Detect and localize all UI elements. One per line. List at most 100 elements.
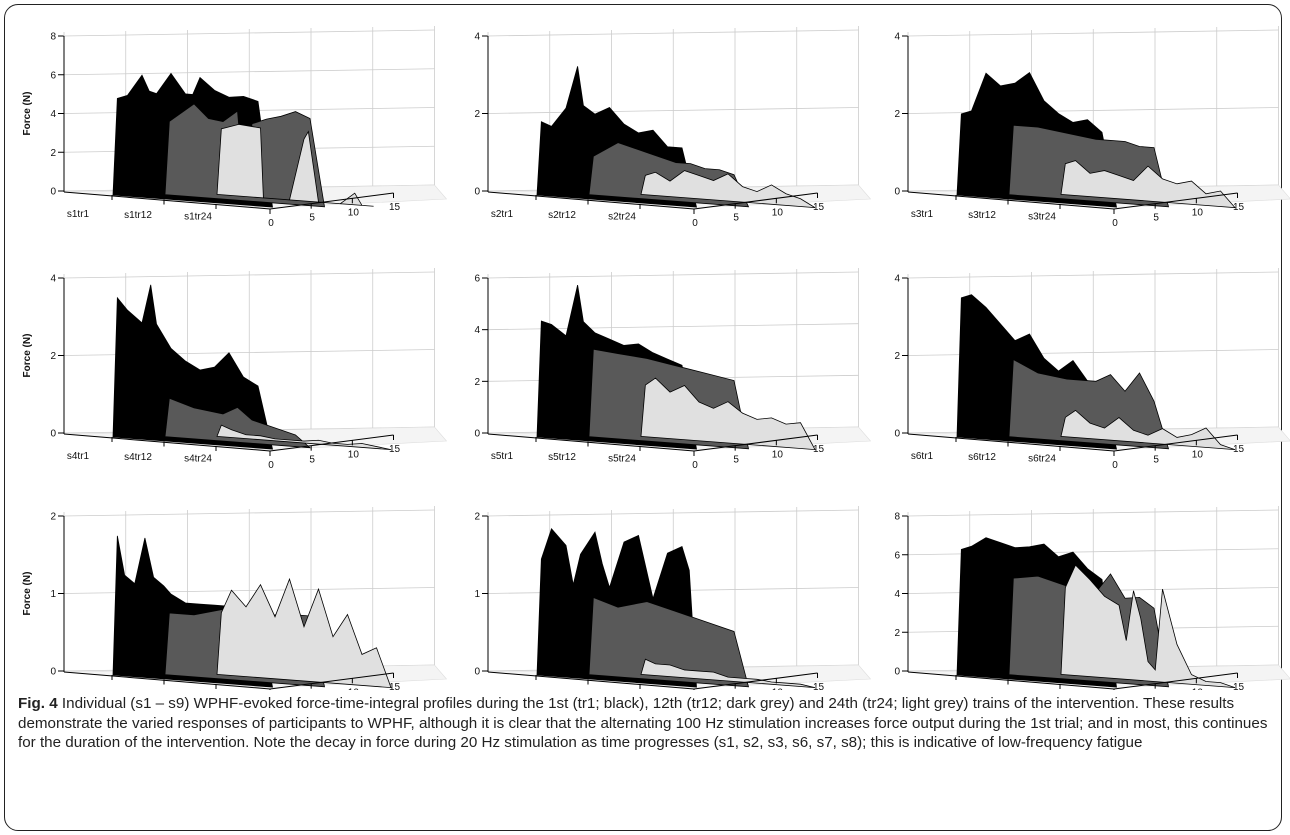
trial-label: s2tr12	[548, 210, 576, 221]
trial-label: s3tr1	[911, 209, 934, 220]
y-tick-label: 2	[474, 512, 480, 523]
trial-label: s4tr24	[184, 453, 212, 464]
panel-s9: 02468s9tr1s9tr12s9tr24051015Time (s)	[894, 506, 1290, 690]
time-tick-label: 15	[1233, 444, 1245, 455]
caption-text: Individual (s1 – s9) WPHF-evoked force-t…	[18, 695, 1268, 752]
y-tick-label: 8	[50, 32, 56, 43]
trial-axis-line	[63, 433, 271, 452]
y-tick-label: 2	[474, 377, 480, 388]
panel-s6: 0 2 4 s6tr1 s6tr12 s6tr24 0 5 10 15	[894, 268, 1290, 471]
time-tick-label: 15	[389, 444, 401, 455]
y-tick-label: 8	[894, 512, 900, 523]
time-axis-line	[269, 434, 394, 452]
time-tick-label: 15	[813, 444, 825, 455]
y-tick-label: 4	[894, 274, 900, 285]
panel-s7: 012s7tr1s7tr12s7tr24051015Force (N)	[22, 506, 448, 690]
time-tick-label: 10	[1192, 207, 1204, 218]
y-tick-label: 4	[894, 589, 900, 600]
trial-label: s6tr24	[1028, 453, 1056, 464]
series-area-tr12	[588, 596, 750, 688]
time-axis-line	[269, 672, 394, 690]
trial-label: s1tr12	[124, 210, 152, 221]
time-tick-label: 10	[348, 449, 360, 460]
trial-label: s2tr24	[608, 211, 636, 222]
time-axis-line	[1113, 672, 1238, 690]
trial-axis-line	[907, 191, 1115, 210]
series-area-tr24	[640, 170, 816, 208]
time-tick-label: 0	[268, 218, 274, 229]
time-tick-label: 10	[1192, 687, 1204, 690]
y-tick-label: 0	[50, 429, 56, 440]
time-tick-label: 10	[772, 207, 784, 218]
series-area-tr24	[640, 658, 816, 688]
y-axis-label: Force (N)	[22, 92, 33, 136]
trial-axis-line	[487, 671, 695, 690]
y-tick-label: 4	[474, 325, 480, 336]
time-tick-label: 15	[813, 202, 825, 213]
trial-label: s1tr1	[67, 209, 90, 220]
y-tick-label: 4	[50, 274, 56, 285]
time-tick-label: 10	[772, 449, 784, 460]
series-area-tr12	[164, 397, 312, 449]
y-tick-label: 6	[474, 274, 480, 285]
time-tick-label: 5	[1153, 213, 1159, 224]
y-tick-label: 0	[50, 187, 56, 198]
series-area-tr24	[1060, 409, 1236, 450]
y-tick-label: 0	[894, 187, 900, 198]
y-tick-label: 2	[894, 351, 900, 362]
y-tick-label: 4	[474, 32, 480, 43]
time-tick-label: 15	[389, 202, 401, 213]
time-tick-label: 10	[1192, 449, 1204, 460]
panel-s1: 0 2 4 6 8 s1tr1 s1tr12 s1tr24 0 5 10 15 Force (N)	[22, 26, 448, 229]
time-tick-label: 10	[348, 687, 360, 690]
y-tick-label: 0	[474, 429, 480, 440]
y-tick-label: 0	[894, 667, 900, 678]
time-tick-label: 5	[733, 455, 739, 466]
time-tick-label: 5	[309, 455, 315, 466]
time-tick-label: 0	[1112, 460, 1118, 471]
series-area-tr24	[216, 123, 374, 207]
y-tick-label: 2	[894, 109, 900, 120]
trial-label: s9tr1	[911, 689, 934, 690]
time-tick-label: 10	[348, 207, 360, 218]
trial-label: s7tr1	[67, 689, 90, 690]
time-axis-line	[1113, 192, 1238, 210]
y-tick-label: 0	[50, 667, 56, 678]
y-tick-label: 2	[474, 109, 480, 120]
time-tick-label: 5	[733, 213, 739, 224]
time-tick-label: 5	[1153, 455, 1159, 466]
panel-s8: 012s8tr1s8tr12s8tr24051015Time (s)	[474, 506, 872, 690]
time-tick-label: 15	[1233, 682, 1245, 690]
y-tick-label: 4	[50, 109, 56, 120]
y-tick-label: 2	[50, 351, 56, 362]
series-area-tr1	[112, 284, 274, 450]
y-tick-label: 6	[894, 550, 900, 561]
time-axis-line	[693, 434, 818, 452]
time-axis-line	[693, 672, 818, 690]
series-area-tr24	[216, 424, 392, 450]
y-tick-label: 1	[50, 589, 56, 600]
trial-label: s8tr1	[491, 689, 514, 690]
time-tick-label: 0	[692, 218, 698, 229]
y-tick-label: 4	[894, 32, 900, 43]
y-tick-label: 6	[50, 70, 56, 81]
trial-label: s4tr1	[67, 451, 90, 462]
trial-label: s1tr24	[184, 211, 212, 222]
trial-label: s6tr12	[968, 452, 996, 463]
series-area-tr24	[1060, 160, 1236, 209]
time-axis-line	[693, 192, 818, 210]
time-tick-label: 0	[1112, 218, 1118, 229]
time-tick-label: 10	[772, 687, 784, 690]
series-area-tr24	[216, 577, 392, 689]
y-tick-label: 2	[50, 148, 56, 159]
time-axis-line	[1113, 434, 1238, 452]
y-tick-label: 1	[474, 589, 480, 600]
panel-s4: 0 2 4 s4tr1 s4tr12 s4tr24 0 5 10 15 Force (N)	[22, 268, 448, 471]
y-tick-label: 2	[894, 628, 900, 639]
y-tick-label: 2	[50, 512, 56, 523]
panel-s3: 0 2 4 s3tr1 s3tr12 s3tr24 0 5 10 15	[894, 26, 1290, 229]
series-area-tr24	[1060, 564, 1236, 688]
time-tick-label: 15	[389, 682, 401, 690]
trial-label: s2tr1	[491, 209, 514, 220]
time-tick-label: 5	[309, 213, 315, 224]
